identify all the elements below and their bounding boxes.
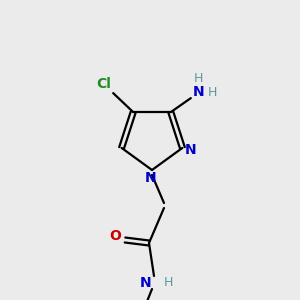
Text: H: H: [163, 277, 173, 290]
Text: H: H: [208, 85, 218, 99]
Text: N: N: [193, 85, 205, 99]
Text: Cl: Cl: [96, 77, 111, 91]
Text: H: H: [194, 72, 203, 85]
Text: O: O: [109, 229, 121, 243]
Text: N: N: [145, 171, 157, 185]
Text: N: N: [140, 276, 152, 290]
Text: N: N: [184, 143, 196, 157]
